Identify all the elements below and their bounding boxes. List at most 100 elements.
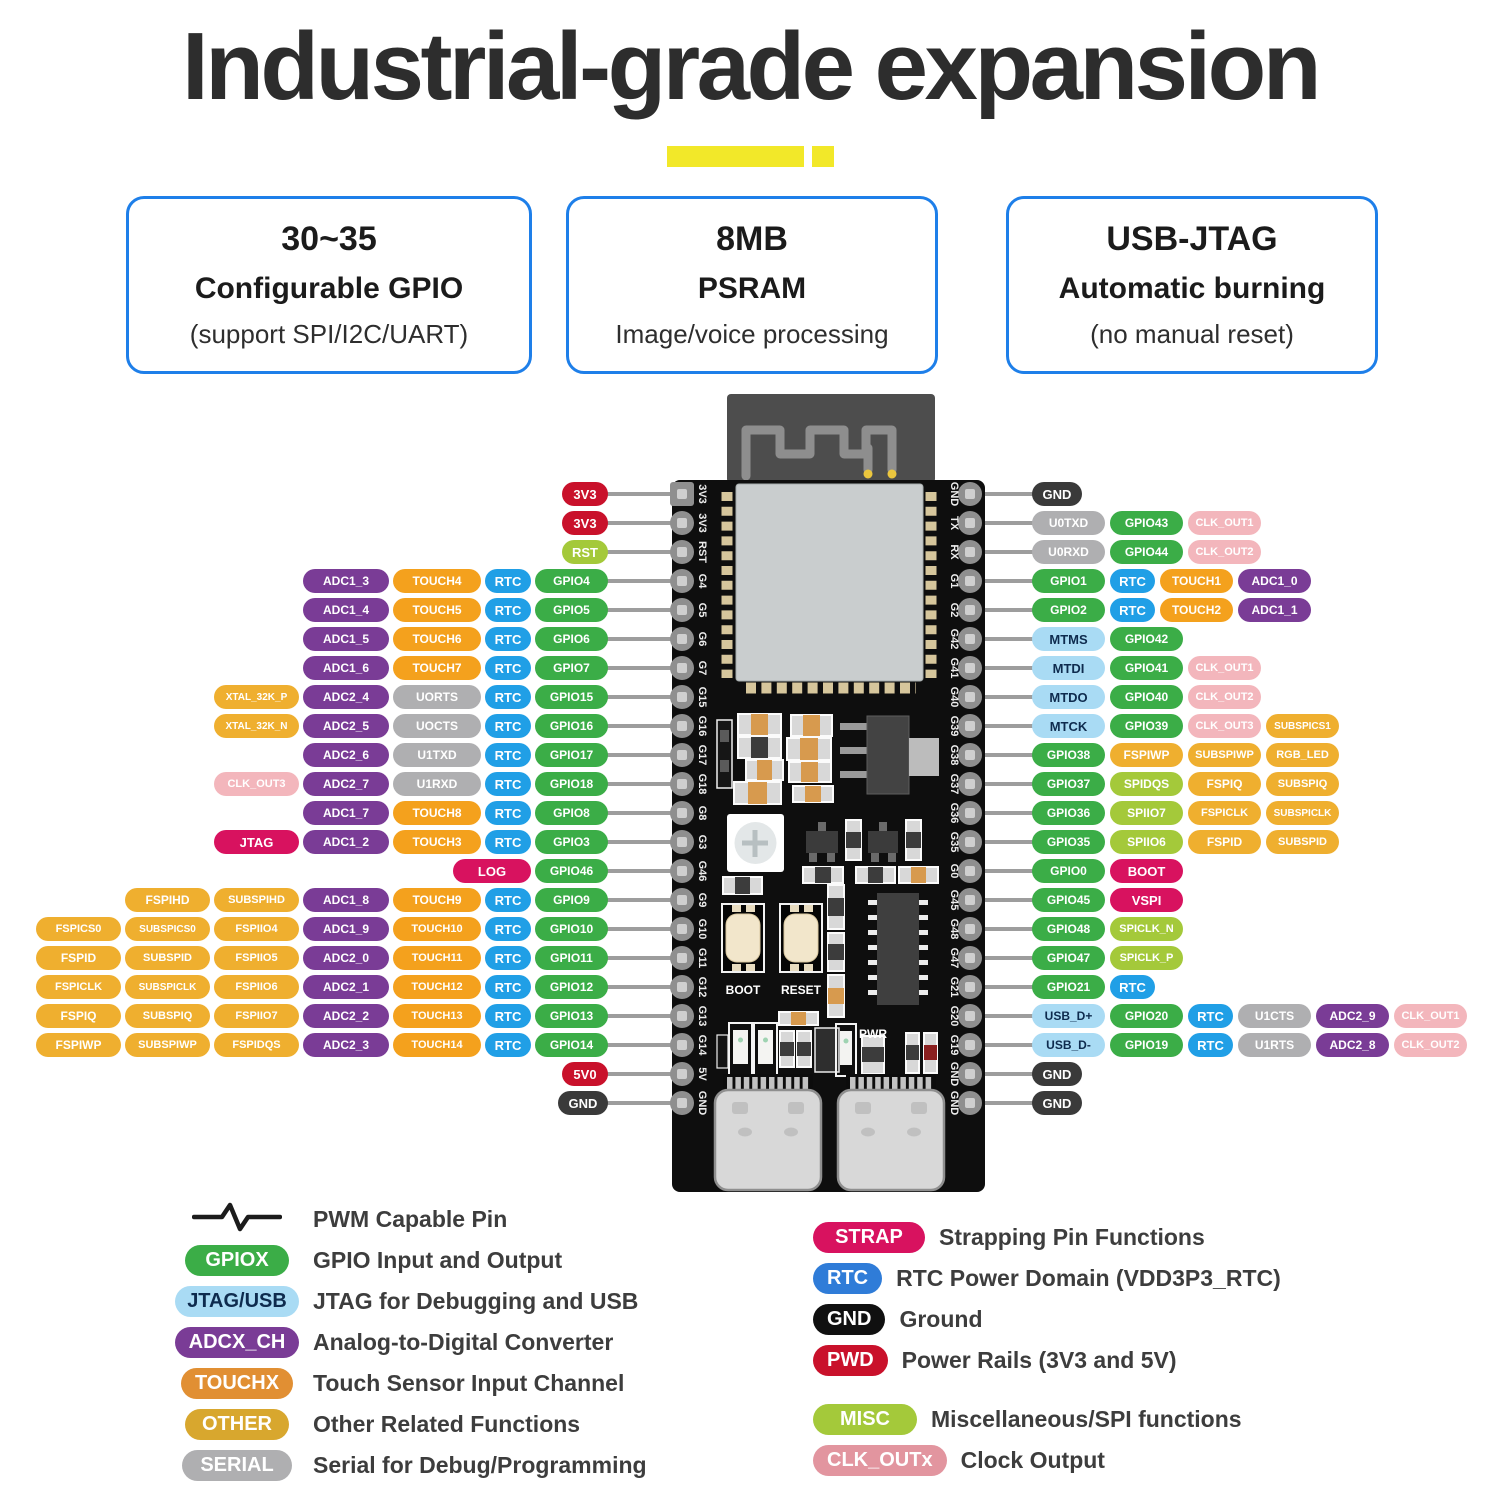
pin-name-label: G11 [696,948,708,968]
pin-wire [598,1014,686,1018]
pin-pad-hole [677,808,687,818]
antenna-dot [863,469,873,479]
pin-function-badge-serial: U1RTS [1238,1033,1311,1057]
pin-row-left: 3V3 [562,482,608,506]
pin-function-badge-clk: CLK_OUT3 [1188,714,1261,738]
pin-pad-hole [965,489,975,499]
pin-function-badge-gpio: GPIO11 [535,946,608,970]
pin-name-label: G0 [948,864,960,879]
pin-pad-hole [965,866,975,876]
pin-function-badge-other: FSPID [1188,830,1261,854]
legend-description: GPIO Input and Output [313,1247,563,1273]
pin-function-badge-other: SUBSPICLK [1266,801,1339,825]
pin-function-badge-adc: ADC2_3 [303,1033,389,1057]
pin-row-left: GND [558,1091,608,1115]
pin-function-badge-gpio: GPIO44 [1110,540,1183,564]
card-psram-size: 8MB [716,220,788,258]
pin-function-badge-gnd: GND [1032,1091,1082,1115]
pin-wire [598,1043,686,1047]
pin-function-badge-rtc: RTC [485,1004,531,1028]
legend-badge-box: TOUCHX [175,1368,299,1399]
pin-function-badge-serial: U1TXD [393,743,481,767]
legend-description: Ground [899,1306,983,1332]
pin-wire [952,811,1037,815]
pin-function-badge-rtc: RTC [485,975,531,999]
pin-function-badge-gpio: GPIO40 [1110,685,1183,709]
pin-function-badge-touch: TOUCH7 [393,656,481,680]
pin-pad-hole [965,721,975,731]
pin-function-badge-other: FSPIHD [125,888,210,912]
pin-row-right: GPIO1 RTC TOUCH1 ADC1_0 [1032,569,1311,593]
pin-function-badge-other: SUBSPID [1266,830,1339,854]
pin-function-badge-gpio: GPIO47 [1032,946,1105,970]
pin-pad-hole [965,953,975,963]
pin-function-badge-clk: CLK_OUT2 [1188,685,1261,709]
pin-function-badge-serial: U1RXD [393,772,481,796]
pin-wire [598,869,686,873]
pin-wire [952,579,1037,583]
pin-function-badge-other: SUBSPIQ [1266,772,1339,796]
pin-function-badge-rtc: RTC [485,685,531,709]
legend-description: Analog-to-Digital Converter [313,1329,614,1355]
legend-badge-gnd_legend: GND [813,1304,886,1335]
legend-column-right: STRAP Strapping Pin Functions RTC RTC Power… [813,1222,1281,1486]
pin-function-badge-touch: TOUCH8 [393,801,481,825]
pin-function-badge-gpio: GPIO3 [535,830,608,854]
pin-name-label: 3V3 [696,484,708,504]
legend-row: GND Ground [813,1304,1281,1335]
pin-function-badge-touch: TOUCH2 [1160,598,1233,622]
legend-badge-touch_legend: TOUCHX [180,1368,294,1399]
pin-row-right: GPIO36 SPIIO7 FSPICLK SUBSPICLK [1032,801,1339,825]
pin-wire [598,695,686,699]
title-accent-bar [667,146,804,167]
pin-name-label: 3V3 [696,513,708,533]
pin-pad-hole [965,1011,975,1021]
pin-name-label: GND [696,1091,708,1116]
pin-function-badge-other: FSPICLK [1188,801,1261,825]
pin-name-label: G39 [948,716,960,737]
pin-pad-hole [965,982,975,992]
pin-name-label: G45 [948,890,960,911]
pin-name-label: G8 [696,806,708,821]
pin-wire [952,927,1037,931]
pin-function-badge-rtc: RTC [1110,598,1155,622]
pin-function-badge-misc: SPICLK_P [1110,946,1183,970]
pin-pad-hole [677,779,687,789]
pin-row-left: ADC2_6 U1TXD RTC GPIO17 [303,743,608,767]
pin-wire [598,1072,686,1076]
pin-function-badge-touch: TOUCH6 [393,627,481,651]
pin-name-label: G5 [696,603,708,618]
pin-function-badge-other: FSPIIO4 [214,917,299,941]
pin-function-badge-other: SUBSPIWP [1188,743,1261,767]
legend-row: OTHER Other Related Functions [175,1409,647,1440]
pin-name-label: G38 [948,745,960,766]
pin-function-badge-adc: ADC2_2 [303,1004,389,1028]
pin-function-badge-adc: ADC1_8 [303,888,389,912]
pin-wire [598,637,686,641]
pin-wire [598,1101,686,1105]
pin-function-badge-other: XTAL_32K_N [214,714,299,738]
pin-function-badge-clk: CLK_OUT3 [214,772,299,796]
pin-wire [598,666,686,670]
card-gpio-subtitle: (support SPI/I2C/UART) [189,319,469,349]
pin-function-badge-rtc: RTC [1188,1033,1233,1057]
pin-function-badge-other: RGB_LED [1266,743,1339,767]
pin-row-right: GPIO2 RTC TOUCH2 ADC1_1 [1032,598,1311,622]
pin-row-right: GND [1032,1062,1082,1086]
pin-function-badge-rtc: RTC [485,888,531,912]
pin-name-label: 5V [696,1067,708,1081]
antenna-module [727,394,935,483]
pin-row-right: GPIO21 RTC [1032,975,1155,999]
usb-uart-chip [868,893,928,1005]
pin-row-left: FSPIQ SUBSPIQ FSPIIO7 ADC2_2 TOUCH13 RTC GPIO1… [36,1004,608,1028]
pin-pad-hole [965,750,975,760]
pin-name-label: GND [948,1062,960,1087]
pin-wire [598,753,686,757]
pin-wire [598,521,686,525]
pin-wire [952,985,1037,989]
pin-function-badge-touch: TOUCH10 [393,917,481,941]
pin-name-label: G46 [696,861,708,882]
pin-function-badge-clk: CLK_OUT1 [1188,511,1261,535]
pin-row-left: XTAL_32K_P ADC2_4 UORTS RTC GPIO15 [214,685,608,709]
pin-name-label: G14 [696,1035,708,1057]
